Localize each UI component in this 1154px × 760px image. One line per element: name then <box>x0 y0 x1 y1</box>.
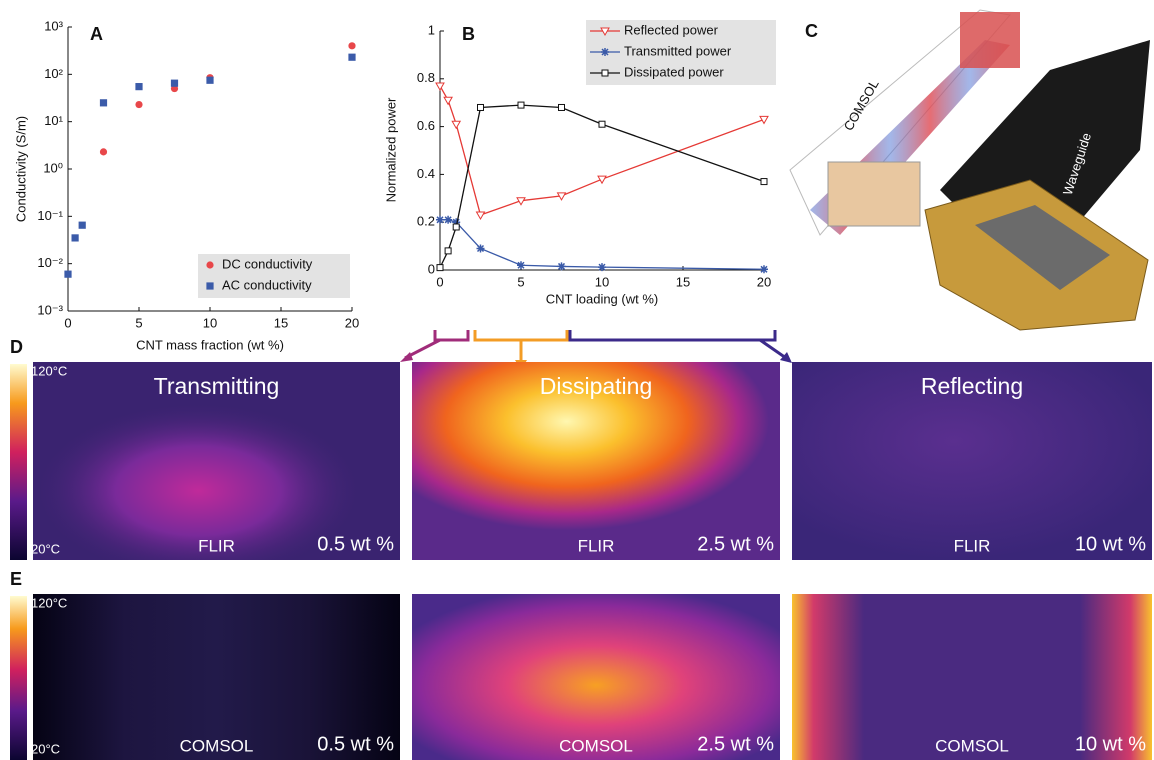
x-tick-label: 10 <box>595 274 609 289</box>
image-title: Reflecting <box>921 373 1023 399</box>
y-axis-title: Normalized power <box>383 97 398 202</box>
marker <box>135 101 142 108</box>
colorbar <box>10 364 27 560</box>
y-tick-label: 0.6 <box>417 118 435 133</box>
x-axis-title: CNT loading (wt %) <box>546 291 658 306</box>
x-axis-title: CNT mass fraction (wt %) <box>136 337 284 352</box>
y-tick-label: 10⁻¹ <box>37 208 63 223</box>
marker <box>444 97 452 104</box>
marker <box>437 265 443 271</box>
marker <box>445 248 451 254</box>
marker <box>760 265 768 273</box>
marker <box>436 216 444 224</box>
panel-label: A <box>90 24 103 44</box>
waveguide-illustration <box>790 10 1150 330</box>
image-loading: 10 wt % <box>1075 733 1146 755</box>
image-title: Transmitting <box>154 373 280 399</box>
panel-label: C <box>805 21 818 41</box>
marker <box>559 104 565 110</box>
marker <box>100 99 107 106</box>
y-tick-label: 10¹ <box>44 113 63 128</box>
x-tick-label: 5 <box>517 274 524 289</box>
x-tick-label: 15 <box>676 274 690 289</box>
image-source: COMSOL <box>935 736 1009 755</box>
marker <box>478 104 484 110</box>
image-loading: 0.5 wt % <box>317 733 394 755</box>
y-axis-title: Conductivity (S/m) <box>13 116 28 222</box>
simulation-label: COMSOL <box>841 77 882 133</box>
marker <box>100 148 107 155</box>
y-tick-label: 0 <box>428 261 435 276</box>
legend-marker <box>206 282 213 289</box>
y-tick-label: 10⁻³ <box>37 302 63 317</box>
marker <box>598 263 606 271</box>
legend-label: Transmitted power <box>624 43 732 58</box>
marker <box>72 234 79 241</box>
image-source: COMSOL <box>180 736 254 755</box>
series-line <box>440 105 764 268</box>
marker <box>477 212 485 219</box>
figure: C COMSOL Waveguide ACNT mass fraction (w… <box>0 0 1154 760</box>
image-loading: 2.5 wt % <box>697 533 774 555</box>
x-tick-label: 5 <box>135 315 142 330</box>
y-tick-label: 10³ <box>44 18 63 33</box>
marker <box>348 54 355 61</box>
marker <box>64 271 71 278</box>
y-tick-label: 10⁻² <box>37 255 63 270</box>
marker <box>348 42 355 49</box>
image-source: FLIR <box>578 536 615 555</box>
y-tick-label: 0.8 <box>417 70 435 85</box>
marker <box>517 261 525 269</box>
series-line <box>440 220 764 269</box>
x-tick-label: 0 <box>64 315 71 330</box>
legend-label: Dissipated power <box>624 64 724 79</box>
image-loading: 2.5 wt % <box>697 733 774 755</box>
y-tick-label: 0.2 <box>417 214 435 229</box>
panel-label: B <box>462 24 475 44</box>
thermal-images <box>33 362 1152 760</box>
image-title: Dissipating <box>540 373 653 399</box>
legend-marker <box>206 261 213 268</box>
legend-label: DC conductivity <box>222 256 313 271</box>
scale-min: 20°C <box>31 541 60 556</box>
marker <box>453 224 459 230</box>
scale-min: 20°C <box>31 741 60 756</box>
x-tick-label: 0 <box>436 274 443 289</box>
legend-label: Reflected power <box>624 22 719 37</box>
y-tick-label: 10² <box>44 66 63 81</box>
image-loading: 0.5 wt % <box>317 533 394 555</box>
series-line <box>440 86 764 215</box>
image-source: COMSOL <box>559 736 633 755</box>
marker <box>477 244 485 252</box>
panel-label: E <box>10 569 22 589</box>
x-tick-label: 20 <box>345 315 359 330</box>
x-tick-label: 10 <box>203 315 217 330</box>
marker <box>599 121 605 127</box>
scale-max: 120°C <box>31 363 67 378</box>
image-loading: 10 wt % <box>1075 533 1146 555</box>
legend-marker <box>601 48 609 56</box>
marker <box>79 222 86 229</box>
image-source: FLIR <box>198 536 235 555</box>
y-tick-label: 0.4 <box>417 166 435 181</box>
y-tick-label: 10⁰ <box>43 160 63 175</box>
panel-label: D <box>10 337 23 357</box>
marker <box>452 121 460 128</box>
x-tick-label: 15 <box>274 315 288 330</box>
marker <box>206 77 213 84</box>
x-tick-label: 20 <box>757 274 771 289</box>
scale-max: 120°C <box>31 595 67 610</box>
image-source: FLIR <box>954 536 991 555</box>
marker <box>558 262 566 270</box>
marker <box>444 216 452 224</box>
legend-marker <box>602 70 608 76</box>
marker <box>761 179 767 185</box>
y-tick-label: 1 <box>428 22 435 37</box>
marker <box>436 83 444 90</box>
marker <box>171 80 178 87</box>
marker <box>135 83 142 90</box>
marker <box>518 102 524 108</box>
legend-label: AC conductivity <box>222 277 312 292</box>
colorbar <box>10 596 27 760</box>
